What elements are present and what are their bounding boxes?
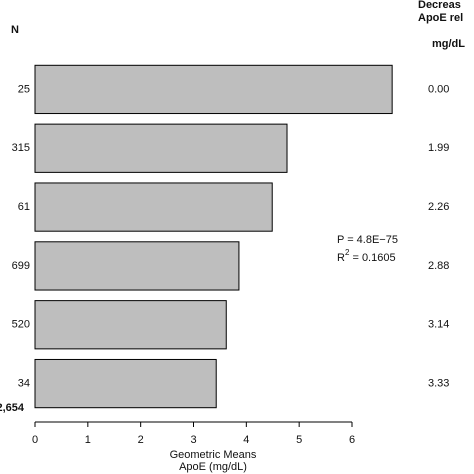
x-tick-label: 5 <box>296 434 302 446</box>
bar <box>34 182 273 232</box>
category-label: 520 <box>12 319 30 331</box>
bar <box>34 300 227 350</box>
x-tick-label: 6 <box>349 434 355 446</box>
right-value: 1.99 <box>428 142 449 154</box>
r2-base: R <box>337 252 345 264</box>
right-unit: mg/dL <box>432 38 465 50</box>
right-header: Decreas <box>418 0 461 11</box>
r2-sup: 2 <box>345 248 350 257</box>
category-label: 699 <box>12 260 30 272</box>
p-value: P = 4.8E−75 <box>337 234 398 246</box>
bar <box>34 123 288 173</box>
category-label: 61 <box>18 201 30 213</box>
right-header: ApoE rel <box>418 12 463 24</box>
x-tick-label: 2 <box>138 434 144 446</box>
r2-rest: = 0.1605 <box>349 252 395 264</box>
x-tick-label: 3 <box>190 434 196 446</box>
right-value: 2.26 <box>428 201 449 213</box>
category-label: 25 <box>18 83 30 95</box>
n-header: N <box>11 24 19 36</box>
right-value: 3.14 <box>428 319 449 331</box>
x-tick-label: 0 <box>32 434 38 446</box>
bar <box>34 64 393 115</box>
bar <box>34 241 240 291</box>
x-tick-label: 1 <box>85 434 91 446</box>
r-squared: R2 = 0.1605 <box>337 248 396 264</box>
right-value: 2.88 <box>428 260 449 272</box>
right-value: 0.00 <box>428 83 449 95</box>
x-tick-label: 4 <box>243 434 249 446</box>
bar <box>34 358 217 409</box>
category-label: 315 <box>12 142 30 154</box>
total-n: 2,654 <box>0 402 25 414</box>
category-label: 34 <box>18 377 30 389</box>
right-value: 3.33 <box>428 377 449 389</box>
x-axis-label: ApoE (mg/dL) <box>179 461 247 473</box>
x-axis-label: Geometric Means <box>170 449 257 461</box>
